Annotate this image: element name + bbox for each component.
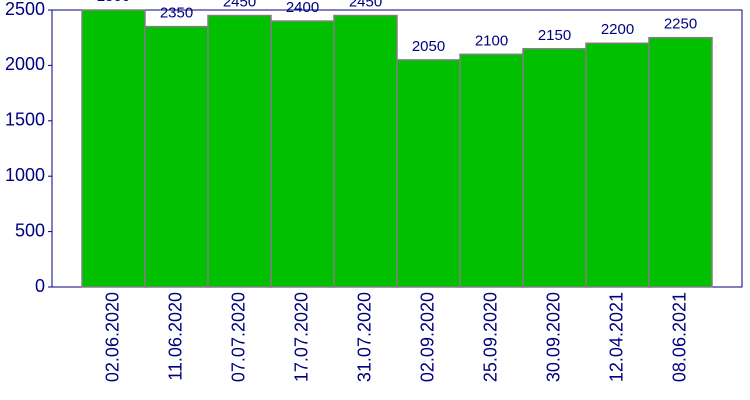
x-tick-label: 02.06.2020 [102, 292, 122, 382]
y-tick-label: 1500 [5, 110, 45, 130]
x-tick-label: 02.09.2020 [417, 292, 437, 382]
x-tick-label: 12.04.2021 [606, 292, 626, 382]
bar [648, 36, 713, 288]
data-label: 2250 [664, 16, 697, 33]
data-label: 2150 [538, 27, 571, 44]
data-label: 2200 [601, 21, 634, 38]
x-tick-label: 07.07.2020 [228, 292, 248, 382]
x-tick-label: 25.09.2020 [480, 292, 500, 382]
data-label: 2450 [223, 0, 256, 11]
y-tick-label: 2000 [5, 54, 45, 74]
x-tick-label: 30.09.2020 [543, 292, 563, 382]
bar [396, 59, 461, 288]
y-tick-label: 2500 [5, 0, 45, 19]
data-label: 2050 [412, 38, 445, 55]
data-label: 2350 [160, 5, 193, 22]
bar [459, 53, 524, 288]
y-tick-label: 1000 [5, 165, 45, 185]
bar [270, 20, 335, 288]
x-tick-label: 31.07.2020 [354, 292, 374, 382]
bar [333, 14, 398, 288]
data-label: 2100 [475, 32, 508, 49]
data-label: 2450 [349, 0, 382, 11]
bar [144, 25, 209, 288]
data-label: 2500 [97, 0, 130, 5]
data-label: 2400 [286, 0, 319, 16]
bar [585, 42, 650, 288]
y-tick-label: 500 [15, 220, 45, 240]
y-tick-label: 0 [35, 276, 45, 296]
bar [207, 14, 272, 288]
x-tick-label: 17.07.2020 [291, 292, 311, 382]
bar [522, 48, 587, 288]
bar [81, 9, 146, 288]
x-tick-label: 08.06.2021 [669, 292, 689, 382]
x-tick-label: 11.06.2020 [165, 292, 185, 381]
